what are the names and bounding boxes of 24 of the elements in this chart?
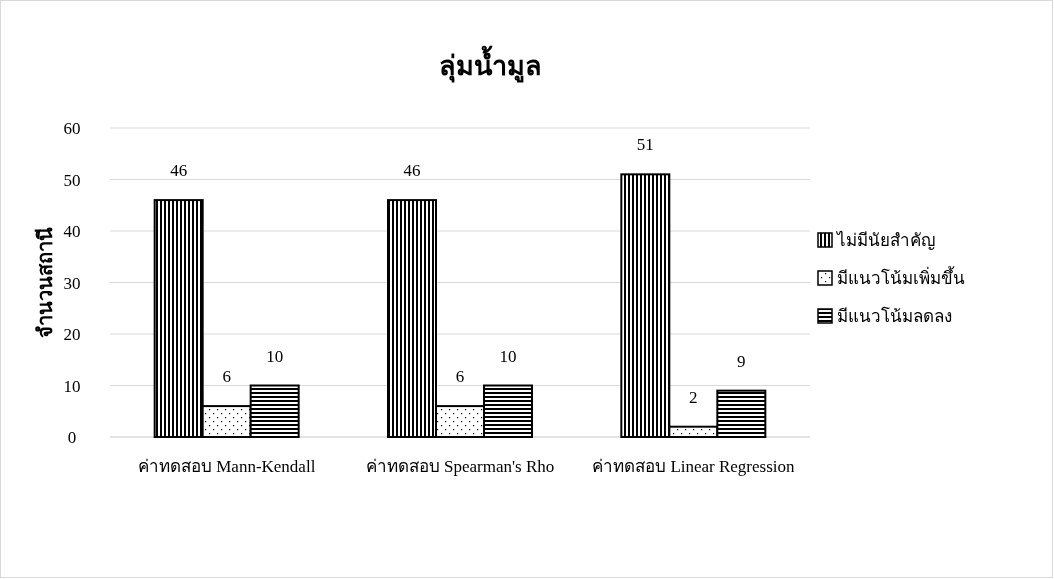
data-label: 51 — [636, 135, 654, 155]
x-tick-label: ค่าทดสอบ Mann-Kendall — [137, 457, 316, 476]
y-tick-label: 30 — [63, 273, 81, 293]
x-tick-label: ค่าทดสอบ Linear Regression — [592, 457, 796, 476]
y-axis-title: จำนวนสถานี — [34, 227, 56, 338]
data-label: 9 — [737, 351, 746, 371]
data-label: 10 — [266, 346, 284, 366]
data-label: 6 — [222, 367, 231, 387]
y-tick-label: 40 — [63, 222, 81, 241]
chart-title: ลุ่มน้ำมูล — [438, 45, 542, 83]
x-tick-label: ค่าทดสอบ Spearman's Rho — [365, 457, 555, 476]
y-tick-label: 50 — [63, 170, 81, 190]
legend-label: ไม่มีนัยสำคัญ — [835, 230, 935, 250]
data-label: 6 — [455, 367, 465, 387]
y-tick-label: 10 — [63, 376, 81, 396]
y-tick-label: 20 — [63, 325, 81, 344]
legend-label: มีแนวโน้มเพิ่มขึ้น — [837, 266, 965, 288]
data-label: 46 — [403, 161, 421, 181]
y-tick-label: 60 — [63, 119, 81, 138]
y-tick-label: 0 — [67, 428, 77, 447]
data-label: 46 — [170, 161, 188, 181]
data-label: 2 — [689, 387, 698, 407]
data-label: 10 — [499, 346, 517, 366]
legend-label: มีแนวโน้มลดลง — [837, 306, 952, 326]
